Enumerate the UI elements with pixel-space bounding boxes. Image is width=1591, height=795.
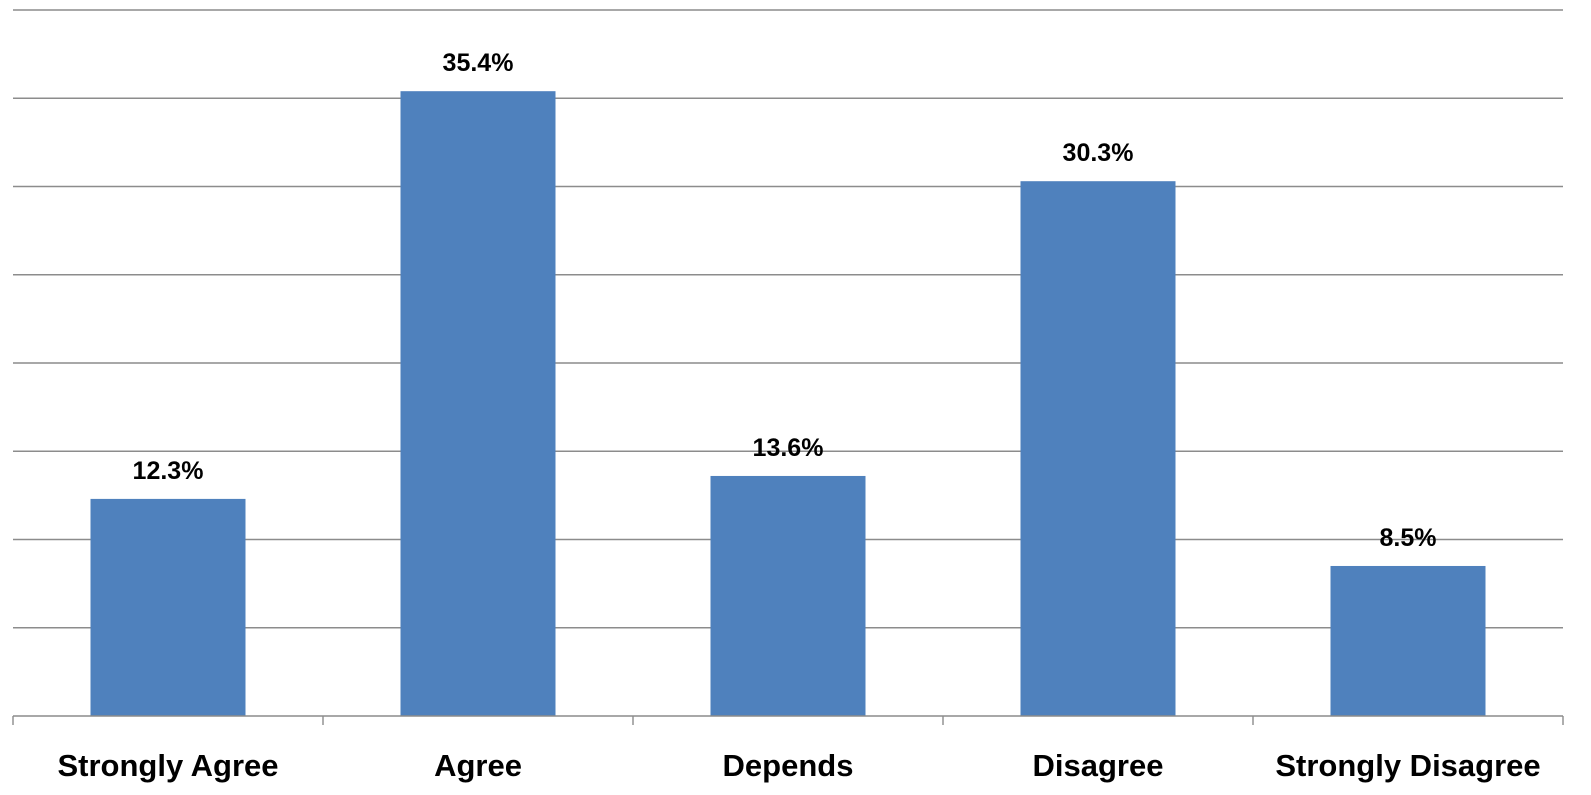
data-label: 35.4%	[443, 49, 514, 77]
category-label: Strongly Disagree	[1275, 748, 1540, 783]
data-label: 13.6%	[753, 434, 824, 462]
data-labels: 12.3% 35.4% 13.6% 30.3% 8.5%	[133, 49, 1437, 552]
bars	[90, 91, 1486, 716]
bar	[710, 475, 866, 716]
category-label: Agree	[434, 748, 522, 783]
category-label: Disagree	[1033, 748, 1164, 783]
category-label: Depends	[723, 748, 854, 783]
bar	[1020, 181, 1176, 716]
bar	[1330, 565, 1486, 716]
data-label: 8.5%	[1380, 524, 1437, 552]
bar	[400, 91, 556, 716]
bar	[90, 498, 246, 716]
category-labels: Strongly Agree Agree Depends Disagree Strong…	[57, 748, 1540, 783]
x-axis	[12, 715, 1564, 725]
category-label: Strongly Agree	[57, 748, 278, 783]
gridlines	[13, 9, 1563, 629]
data-label: 12.3%	[133, 457, 204, 485]
data-label: 30.3%	[1063, 139, 1134, 167]
